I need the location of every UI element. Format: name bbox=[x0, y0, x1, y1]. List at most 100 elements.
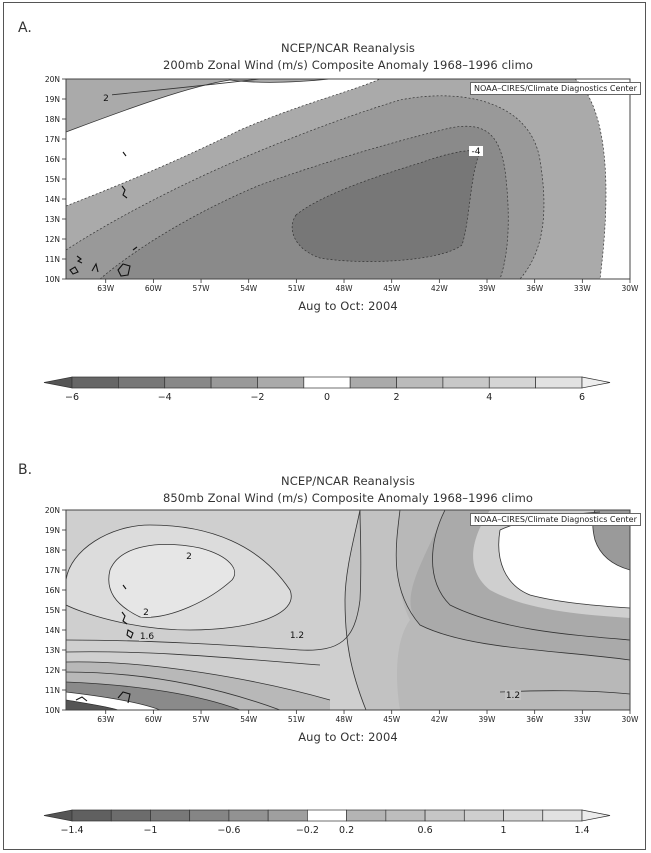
panel-a-xtick-label: 30W bbox=[622, 284, 640, 293]
panel-a-coast-island-5 bbox=[121, 185, 128, 199]
panel-b-contour-low-2 bbox=[66, 671, 281, 710]
panel-b-colorbar-box bbox=[463, 809, 504, 822]
panel-a-xtick-label: 33W bbox=[574, 284, 592, 293]
panel-a-contour-neg2 bbox=[66, 95, 545, 279]
panel-b-title-line2: 850mb Zonal Wind (m/s) Composite Anomaly… bbox=[162, 491, 534, 505]
panel-a-axes: 63W 60W 57W 54W 51W 48W 45W 42W 39W 36W 33W 30W 10N 1… bbox=[45, 75, 639, 293]
panel-a-contour-pos2 bbox=[99, 79, 261, 97]
panel-a-contour-neg4 bbox=[291, 150, 481, 262]
panel-a-colorbar-group: −6 −4 −2 0 2 4 6 bbox=[43, 376, 611, 403]
panel-b-colorbar-box bbox=[228, 809, 269, 822]
panel-b-axes: 63W 60W 57W 54W 51W 48W 45W 42W 39W 36W 33W 30W 10N 1… bbox=[45, 506, 639, 724]
panel-b-contour-zero bbox=[498, 529, 630, 609]
panel-b-ytick-label: 19N bbox=[45, 526, 60, 535]
panel-b-colorbar-left-arrow bbox=[43, 809, 73, 822]
panel-b-xtick-label: 48W bbox=[336, 715, 354, 724]
panel-b-title-line1: NCEP/NCAR Reanalysis bbox=[281, 474, 415, 488]
panel-a-ytick-label: 18N bbox=[45, 115, 60, 124]
panel-b-xtick-label: 30W bbox=[622, 715, 640, 724]
panel-b-xtick-label: 45W bbox=[383, 715, 401, 724]
panel-a-colorbar-tick-label: −4 bbox=[158, 392, 172, 403]
panel-b-subtitle: Aug to Oct: 2004 bbox=[298, 730, 398, 744]
panel-b-colorbar-right-arrow bbox=[581, 809, 611, 822]
panel-b-contour-low-4 bbox=[66, 691, 161, 710]
panel-b-contour-label-5: 1.2 bbox=[506, 691, 520, 701]
panel-a-xtick-label: 57W bbox=[193, 284, 211, 293]
panel-a-contour-neg1 bbox=[66, 79, 381, 207]
panel-a-xtick-label: 63W bbox=[97, 284, 115, 293]
panel-a-colorbar-right-arrow bbox=[581, 376, 611, 389]
panel-a-title-line2: 200mb Zonal Wind (m/s) Composite Anomaly… bbox=[162, 58, 534, 72]
panel-b-contour-2 bbox=[108, 544, 235, 618]
panel-b-colorbar-tick-label: −0.2 bbox=[296, 825, 319, 836]
panel-a-contour-pos1 bbox=[66, 79, 331, 133]
panel-a-colorbar-tick-label: 0 bbox=[324, 392, 330, 403]
panel-b-credit: NOAA–CIRES/Climate Diagnostics Center bbox=[470, 513, 641, 526]
panel-a-coast-island-2 bbox=[69, 266, 79, 275]
panel-b-xtick-label: 33W bbox=[574, 715, 592, 724]
panel-b-contour-1p2b bbox=[344, 510, 367, 710]
panel-a-label-bg-2 bbox=[469, 146, 483, 156]
panel-b-xtick-label: 39W bbox=[479, 715, 497, 724]
panel-a-colorbar-tick-label: 4 bbox=[486, 392, 492, 403]
panel-a-coast-island-7 bbox=[122, 151, 127, 157]
panel-b-coast-island-2 bbox=[126, 629, 134, 639]
panel-b-contour-low-1 bbox=[66, 661, 331, 701]
panel-b-contour-low-3 bbox=[66, 681, 241, 710]
panel-b-ytick-label: 16N bbox=[45, 586, 60, 595]
panel-a-label-bg-1 bbox=[100, 93, 112, 103]
panel-a-colorbar-tick-label: −2 bbox=[250, 392, 264, 403]
panel-b-colorbar-box bbox=[346, 809, 387, 822]
panel-a-colorbar-tick-label: 6 bbox=[579, 392, 585, 403]
panel-b-label-bg-1 bbox=[184, 551, 194, 561]
panel-a-field-neg4 bbox=[292, 150, 480, 262]
panel-b-contour-label-1: 2 bbox=[186, 552, 192, 562]
panel-b-letter: B. bbox=[18, 462, 33, 478]
panel-a-credit: NOAA–CIRES/Climate Diagnostics Center bbox=[470, 82, 641, 95]
panel-b-ytick-label: 14N bbox=[45, 626, 60, 635]
panel-b-xtick-label: 42W bbox=[431, 715, 449, 724]
panel-a-ytick-label: 15N bbox=[45, 175, 60, 184]
panel-b-colorbar-group: −1.4 −1 −0.6 −0.2 0.2 0.6 1 1.4 bbox=[43, 809, 611, 836]
panel-a-xtick-label: 48W bbox=[336, 284, 354, 293]
panel-a-ytick-label: 12N bbox=[45, 235, 60, 244]
panel-b-contour-low-5 bbox=[66, 699, 119, 710]
panel-b-ytick-label: 17N bbox=[45, 566, 60, 575]
panel-a-coast-island-4 bbox=[117, 263, 131, 277]
panel-a-coast-island-1 bbox=[76, 255, 83, 264]
panel-b-contour-1p2 bbox=[66, 510, 362, 651]
panel-b-contour-1p0 bbox=[395, 510, 630, 661]
panel-b-colorbar-tick-label: −1.4 bbox=[60, 825, 83, 836]
panel-b-coast-island-4 bbox=[75, 696, 88, 702]
panel-b-colorbar-box bbox=[150, 809, 191, 822]
panel-b-label-bg-2 bbox=[141, 607, 151, 617]
panel-b-xtick-label: 63W bbox=[97, 715, 115, 724]
panel-a-xtick-label: 42W bbox=[431, 284, 449, 293]
panel-b-contour-label-4: 1.2 bbox=[290, 631, 304, 641]
panel-a-letter: A. bbox=[18, 20, 32, 36]
panel-b-colorbar-tick-label: 1.4 bbox=[574, 825, 589, 836]
panel-b-label-bg-5 bbox=[505, 690, 521, 700]
panel-b-colorbar-tick-label: 1 bbox=[501, 825, 507, 836]
panel-b-colorbar-tick-label: 0.6 bbox=[418, 825, 433, 836]
panel-b-colorbar-tick-label: −0.6 bbox=[217, 825, 240, 836]
panel-b-xtick-label: 51W bbox=[288, 715, 306, 724]
panel-b-colorbar-box bbox=[542, 809, 583, 822]
panel-b-ytick-label: 13N bbox=[45, 646, 60, 655]
panel-a-ytick-label: 10N bbox=[45, 275, 60, 284]
panel-b-colorbar-box bbox=[71, 809, 112, 822]
panel-b-label-bg-3 bbox=[139, 631, 155, 641]
panel-a-xtick-label: 54W bbox=[240, 284, 258, 293]
panel-b-colorbar-tick-label: 0.2 bbox=[339, 825, 354, 836]
panel-b-xtick-label: 57W bbox=[193, 715, 211, 724]
panel-a-ytick-label: 14N bbox=[45, 195, 60, 204]
panel-b-colorbar-box bbox=[424, 809, 465, 822]
panel-b-colorbar-tick-label: −1 bbox=[143, 825, 157, 836]
panel-a-coast-island-3 bbox=[91, 262, 99, 273]
panel-b-label-bg-4 bbox=[289, 630, 305, 640]
panel-b-ytick-label: 10N bbox=[45, 706, 60, 715]
panel-a-xtick-label: 39W bbox=[479, 284, 497, 293]
panel-a-ytick-label: 13N bbox=[45, 215, 60, 224]
panel-b-xtick-label: 36W bbox=[526, 715, 544, 724]
